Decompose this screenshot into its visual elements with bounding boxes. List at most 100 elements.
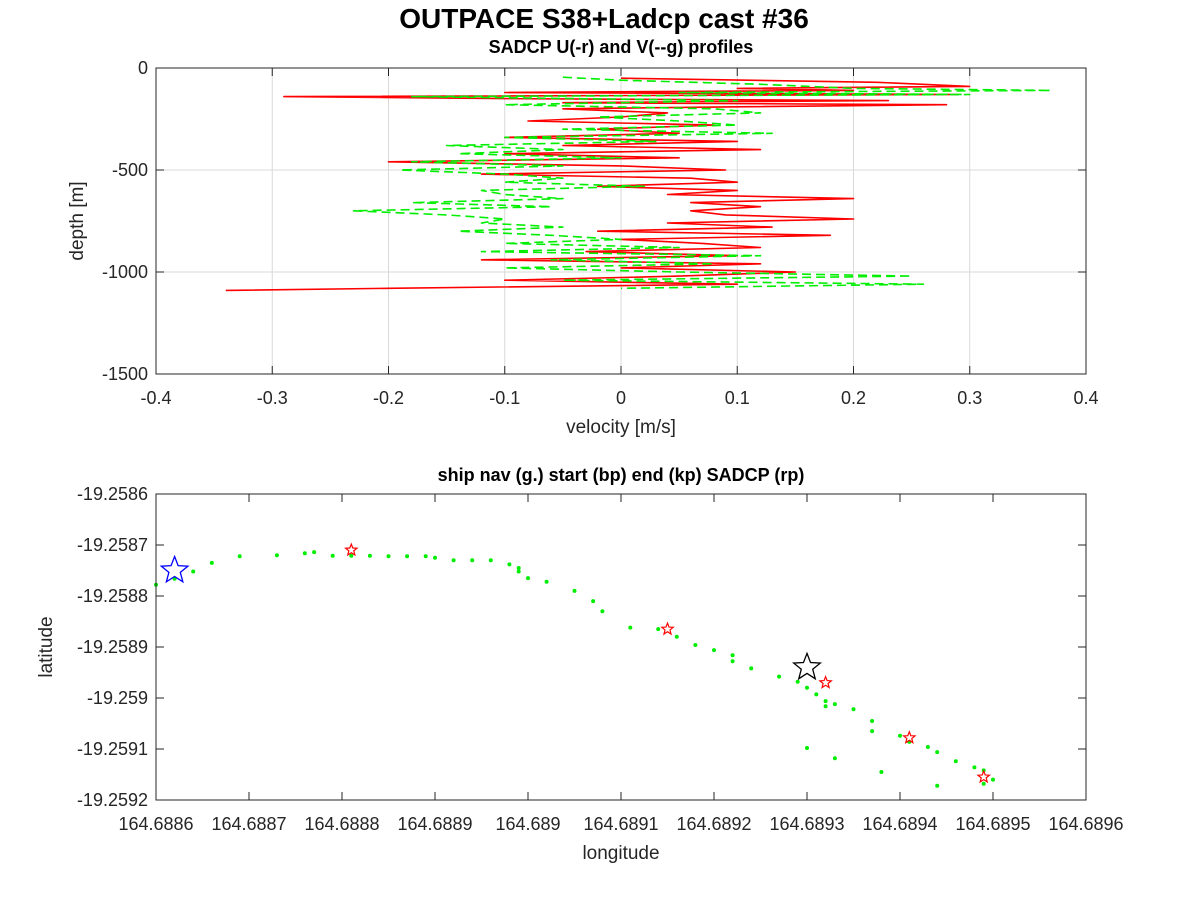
- nav-point: [470, 558, 475, 563]
- nav-point: [879, 770, 884, 774]
- end-star-marker: [791, 651, 823, 681]
- nav-x-tick-label: 164.6886: [118, 814, 193, 834]
- nav-point: [814, 692, 819, 697]
- figure-title: OUTPACE S38+Ladcp cast #36: [399, 3, 809, 34]
- ship-nav-plot: ship nav (g.) start (bp) end (kp) SADCP …: [36, 465, 1124, 864]
- nav-x-tick-label: 164.6896: [1048, 814, 1123, 834]
- nav-point: [312, 550, 317, 555]
- nav-y-tick-label: -19.2588: [77, 586, 148, 606]
- nav-y-tick-label: -19.2587: [77, 535, 148, 555]
- velocity-y-tick-label: -1500: [102, 364, 148, 384]
- nav-point: [777, 674, 782, 679]
- velocity-x-tick-label: -0.1: [489, 388, 520, 408]
- nav-y-tick-label: -19.2589: [77, 637, 148, 657]
- nav-point: [832, 756, 837, 761]
- nav-x-tick-label: 164.689: [495, 814, 560, 834]
- velocity-plot-title: SADCP U(-r) and V(--g) profiles: [489, 37, 754, 57]
- velocity-x-tick-label: -0.4: [140, 388, 171, 408]
- nav-point: [367, 553, 372, 558]
- velocity-x-tick-label: -0.2: [373, 388, 404, 408]
- nav-point: [898, 733, 902, 738]
- nav-point: [674, 634, 679, 639]
- sadcp-star-marker: [976, 769, 991, 784]
- nav-point: [972, 765, 977, 770]
- nav-x-tick-label: 164.6895: [955, 814, 1030, 834]
- velocity-x-tick-label: 0.1: [725, 388, 750, 408]
- nav-point: [451, 558, 456, 563]
- nav-y-tick-label: -19.259: [87, 688, 148, 708]
- nav-point: [516, 569, 521, 574]
- start-star-marker: [159, 554, 190, 584]
- nav-point: [981, 781, 986, 786]
- nav-point: [572, 588, 577, 593]
- nav-point: [237, 554, 242, 559]
- nav-y-tick-label: -19.2591: [77, 739, 148, 759]
- velocity-plot-ticks: -0.4 -0.3 -0.2 -0.1 0 0.1 0.2 0.3 0.4 0 -500 -1000 -…: [102, 58, 1099, 408]
- nav-plot-title: ship nav (g.) start (bp) end (kp) SADCP …: [438, 465, 805, 485]
- velocity-y-axis-label: depth [m]: [67, 181, 88, 260]
- nav-point: [870, 719, 875, 723]
- nav-x-tick-label: 164.6891: [583, 814, 658, 834]
- nav-point: [832, 702, 837, 707]
- velocity-y-tick-label: -1000: [102, 262, 148, 282]
- nav-point: [349, 553, 354, 558]
- nav-point: [730, 659, 735, 664]
- nav-point: [405, 554, 410, 559]
- nav-point: [730, 653, 735, 658]
- nav-point: [935, 750, 940, 755]
- nav-point: [795, 679, 800, 684]
- nav-point: [433, 555, 437, 560]
- nav-point: [302, 551, 307, 556]
- nav-point: [488, 558, 493, 563]
- velocity-x-axis-label: velocity [m/s]: [566, 417, 676, 438]
- nav-x-tick-label: 164.6888: [304, 814, 379, 834]
- velocity-x-tick-label: 0.2: [841, 388, 866, 408]
- velocity-plot-series: [225, 76, 1052, 292]
- velocity-x-tick-label: 0.3: [957, 388, 982, 408]
- nav-point: [330, 553, 335, 558]
- nav-point: [656, 627, 661, 632]
- nav-y-tick-label: -19.2592: [77, 790, 148, 810]
- sadcp-star-marker: [818, 675, 833, 689]
- nav-plot-axes: [155, 493, 1087, 801]
- velocity-y-tick-label: -500: [112, 160, 148, 180]
- nav-point: [953, 759, 958, 764]
- nav-point: [423, 554, 428, 559]
- sadcp-star-marker: [344, 542, 359, 557]
- nav-point: [507, 562, 512, 567]
- nav-point: [274, 553, 279, 558]
- nav-y-tick-label: -19.2586: [77, 484, 148, 504]
- nav-x-axis-label: longitude: [582, 843, 659, 864]
- nav-x-tick-label: 164.6892: [676, 814, 751, 834]
- nav-point: [544, 579, 549, 584]
- velocity-profile-plot: SADCP U(-r) and V(--g) profiles -0.4 -0.3…: [67, 37, 1099, 438]
- nav-point: [870, 729, 875, 734]
- nav-point: [191, 569, 196, 574]
- nav-point: [749, 666, 754, 671]
- velocity-y-tick-label: 0: [138, 58, 148, 78]
- nav-point: [516, 566, 521, 570]
- nav-point: [935, 783, 940, 788]
- nav-y-axis-label: latitude: [36, 616, 57, 677]
- nav-point: [591, 599, 596, 604]
- nav-x-tick-label: 164.6887: [211, 814, 286, 834]
- nav-x-tick-label: 164.6894: [862, 814, 937, 834]
- nav-point: [991, 777, 995, 782]
- nav-point: [823, 699, 828, 704]
- nav-plot-markers: [154, 542, 995, 788]
- v-velocity-profile-line: [352, 76, 1052, 290]
- nav-point: [851, 707, 856, 712]
- nav-plot-ticks: 164.6886 164.6887 164.6888 164.6889 164.689 1…: [77, 484, 1124, 834]
- nav-x-tick-label: 164.6893: [769, 814, 844, 834]
- sadcp-star-marker: [902, 730, 917, 744]
- nav-point: [925, 745, 930, 749]
- nav-point: [209, 560, 214, 565]
- nav-point: [823, 704, 828, 709]
- nav-point: [628, 625, 633, 630]
- velocity-x-tick-label: -0.3: [257, 388, 288, 408]
- nav-point: [693, 643, 698, 647]
- nav-point: [386, 554, 391, 559]
- velocity-x-tick-label: 0: [616, 388, 626, 408]
- nav-point: [712, 648, 716, 653]
